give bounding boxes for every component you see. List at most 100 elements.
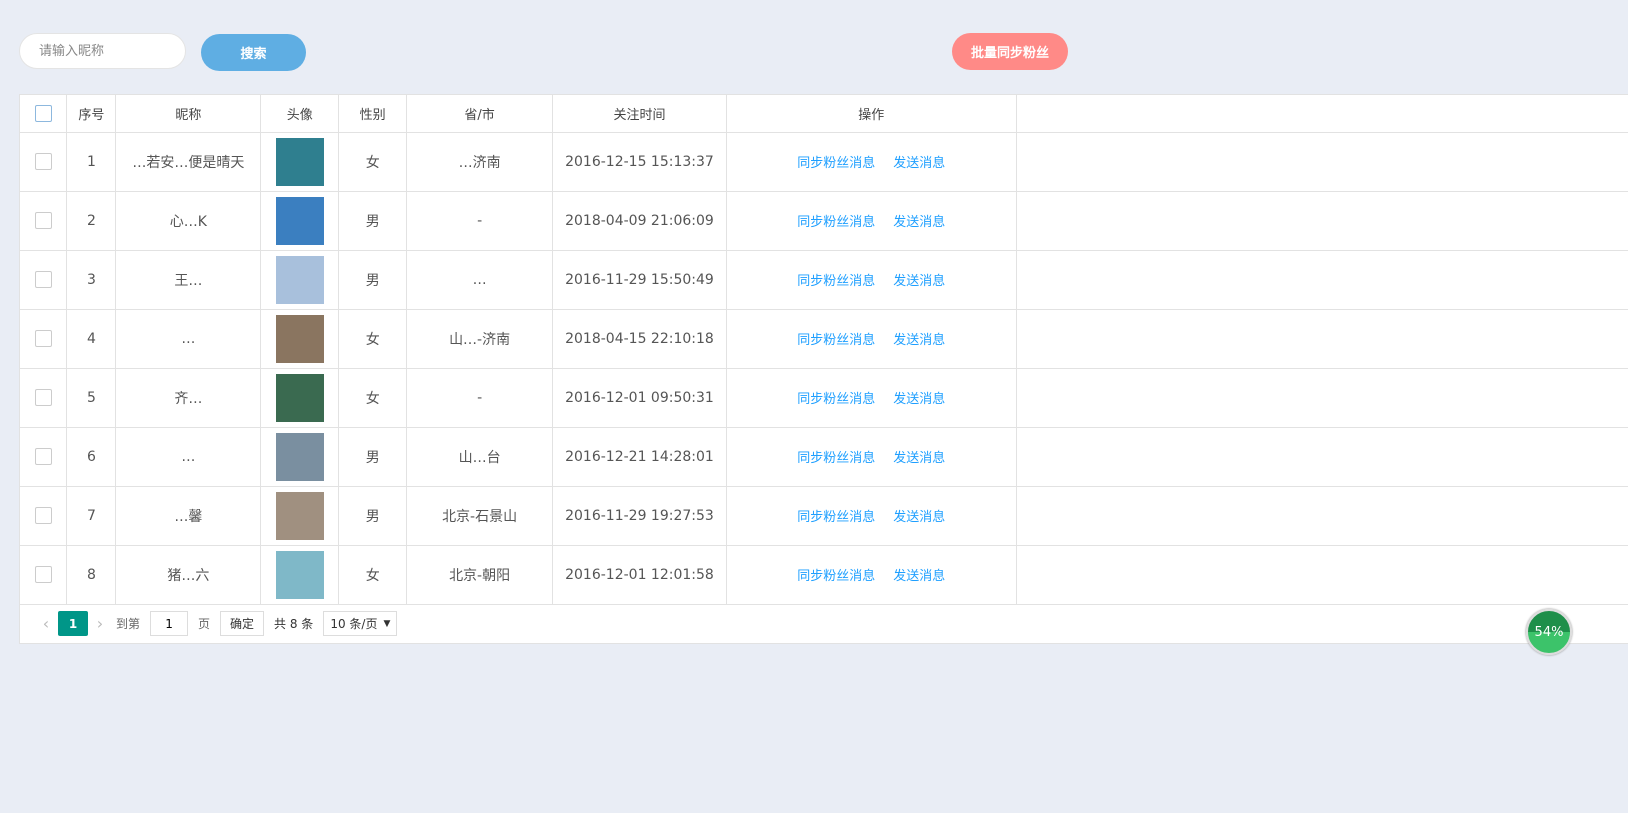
- avatar: [275, 255, 324, 304]
- row-region: 北京-朝阳: [406, 544, 554, 605]
- row-region: 北京-石景山: [406, 485, 554, 546]
- row-follow-time: 2016-12-15 15:13:37: [552, 131, 727, 192]
- row-gender: 男: [338, 190, 408, 251]
- send-message-link[interactable]: 发送消息: [893, 510, 946, 525]
- table-row: 1 …若安…便是晴天 女 …济南 2016-12-15 15:13:37 同步粉…: [20, 131, 1628, 192]
- avatar: [275, 196, 324, 245]
- goto-prefix: 到第: [116, 617, 141, 631]
- sync-fan-message-link[interactable]: 同步粉丝消息: [797, 569, 876, 584]
- sync-fan-message-link[interactable]: 同步粉丝消息: [797, 215, 876, 230]
- row-follow-time: 2016-12-21 14:28:01: [552, 426, 727, 487]
- row-index: 1: [66, 131, 117, 192]
- row-region: …: [406, 249, 554, 310]
- row-index: 5: [66, 367, 117, 428]
- row-follow-time: 2016-12-01 12:01:58: [552, 544, 727, 605]
- avatar: [275, 373, 324, 422]
- goto-page-input[interactable]: [150, 611, 189, 636]
- sync-fan-message-link[interactable]: 同步粉丝消息: [797, 510, 876, 525]
- goto-confirm-button[interactable]: 确定: [220, 611, 265, 636]
- table-row: 3 王… 男 … 2016-11-29 15:50:49 同步粉丝消息 发送消息: [20, 249, 1628, 310]
- header-gender: 性别: [338, 95, 408, 133]
- header-region: 省/市: [406, 95, 554, 133]
- send-message-link[interactable]: 发送消息: [893, 569, 946, 584]
- row-checkbox[interactable]: [34, 212, 52, 229]
- row-gender: 女: [338, 544, 408, 605]
- select-all-checkbox[interactable]: [34, 104, 52, 122]
- table-row: 7 …馨 男 北京-石景山 2016-11-29 19:27:53 同步粉丝消息…: [20, 485, 1628, 546]
- row-nickname: 猪…六: [115, 544, 262, 605]
- header-nickname: 昵称: [115, 95, 262, 133]
- avatar: [275, 314, 324, 363]
- table-row: 5 齐… 女 - 2016-12-01 09:50:31 同步粉丝消息 发送消息: [20, 367, 1628, 428]
- search-button[interactable]: 搜索: [201, 34, 306, 71]
- row-nickname: …: [115, 308, 262, 369]
- row-index: 8: [66, 544, 117, 605]
- row-index: 3: [66, 249, 117, 310]
- row-region: …济南: [406, 131, 554, 192]
- row-gender: 女: [338, 367, 408, 428]
- row-follow-time: 2016-11-29 19:27:53: [552, 485, 727, 546]
- row-checkbox[interactable]: [34, 330, 52, 347]
- row-index: 4: [66, 308, 117, 369]
- goto-suffix: 页: [198, 617, 211, 631]
- total-count: 共 8 条: [274, 617, 314, 631]
- table-row: 4 … 女 山…-济南 2018-04-15 22:10:18 同步粉丝消息 发送…: [20, 308, 1628, 369]
- pagination: ‹ 1 › 到第 页 确定 共 8 条 10 条/页 ▼: [20, 605, 1628, 643]
- fans-table: 序号 昵称 头像 性别 省/市 关注时间 操作 1 …若安…便是晴天 女 …济南…: [19, 94, 1628, 644]
- row-nickname: …馨: [115, 485, 262, 546]
- sync-fan-message-link[interactable]: 同步粉丝消息: [797, 451, 876, 466]
- send-message-link[interactable]: 发送消息: [893, 451, 946, 466]
- row-checkbox[interactable]: [34, 389, 52, 406]
- avatar: [275, 432, 324, 481]
- row-nickname: 王…: [115, 249, 262, 310]
- avatar: [275, 491, 324, 540]
- dropdown-icon: ▼: [383, 618, 391, 629]
- page-size-select[interactable]: 10 条/页 ▼: [323, 611, 398, 636]
- sync-fan-message-link[interactable]: 同步粉丝消息: [797, 333, 876, 348]
- header-index: 序号: [66, 95, 117, 133]
- page-1-button[interactable]: 1: [58, 611, 88, 636]
- row-checkbox[interactable]: [34, 153, 52, 170]
- send-message-link[interactable]: 发送消息: [893, 274, 946, 289]
- row-follow-time: 2018-04-09 21:06:09: [552, 190, 727, 251]
- row-checkbox[interactable]: [34, 271, 52, 288]
- send-message-link[interactable]: 发送消息: [893, 156, 946, 171]
- sync-fan-message-link[interactable]: 同步粉丝消息: [797, 156, 876, 171]
- next-page-icon[interactable]: ›: [96, 614, 104, 633]
- row-nickname: …若安…便是晴天: [115, 131, 262, 192]
- table-row: 8 猪…六 女 北京-朝阳 2016-12-01 12:01:58 同步粉丝消息…: [20, 544, 1628, 605]
- send-message-link[interactable]: 发送消息: [893, 333, 946, 348]
- header-follow-time: 关注时间: [552, 95, 727, 133]
- row-region: -: [406, 190, 554, 251]
- row-gender: 男: [338, 249, 408, 310]
- row-checkbox[interactable]: [34, 566, 52, 583]
- avatar: [275, 137, 324, 186]
- header-avatar: 头像: [260, 95, 340, 133]
- row-index: 7: [66, 485, 117, 546]
- table-row: 2 心…K 男 - 2018-04-09 21:06:09 同步粉丝消息 发送消息: [20, 190, 1628, 251]
- sync-fan-message-link[interactable]: 同步粉丝消息: [797, 274, 876, 289]
- row-nickname: …: [115, 426, 262, 487]
- row-region: 山…台: [406, 426, 554, 487]
- prev-page-icon[interactable]: ‹: [42, 614, 50, 633]
- row-gender: 女: [338, 308, 408, 369]
- avatar: [275, 550, 324, 599]
- row-follow-time: 2016-11-29 15:50:49: [552, 249, 727, 310]
- page-size-value: 10 条/页: [330, 617, 378, 631]
- batch-sync-fans-button[interactable]: 批量同步粉丝: [952, 33, 1068, 70]
- row-gender: 男: [338, 426, 408, 487]
- row-index: 6: [66, 426, 117, 487]
- row-region: 山…-济南: [406, 308, 554, 369]
- send-message-link[interactable]: 发送消息: [893, 392, 946, 407]
- row-nickname: 心…K: [115, 190, 262, 251]
- row-gender: 男: [338, 485, 408, 546]
- row-follow-time: 2016-12-01 09:50:31: [552, 367, 727, 428]
- nickname-search-input[interactable]: [19, 33, 186, 69]
- progress-badge[interactable]: 54%: [1526, 609, 1572, 655]
- row-region: -: [406, 367, 554, 428]
- row-checkbox[interactable]: [34, 448, 52, 465]
- row-checkbox[interactable]: [34, 507, 52, 524]
- table-row: 6 … 男 山…台 2016-12-21 14:28:01 同步粉丝消息 发送消息: [20, 426, 1628, 487]
- sync-fan-message-link[interactable]: 同步粉丝消息: [797, 392, 876, 407]
- send-message-link[interactable]: 发送消息: [893, 215, 946, 230]
